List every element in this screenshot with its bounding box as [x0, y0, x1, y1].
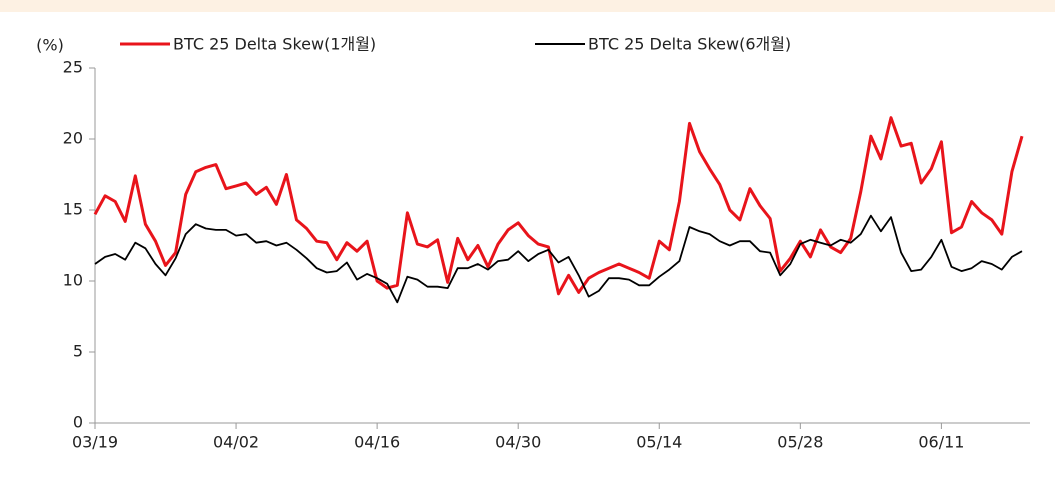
y-tick-label: 0 [73, 413, 83, 432]
legend-label: BTC 25 Delta Skew(6개월) [588, 35, 791, 54]
x-tick-label: 05/14 [636, 433, 682, 452]
y-tick-label: 25 [63, 58, 83, 77]
x-tick-label: 04/30 [495, 433, 541, 452]
series-line [94, 214, 1023, 304]
y-tick-label: 10 [63, 271, 83, 290]
y-tick-label: 15 [63, 200, 83, 219]
legend-label: BTC 25 Delta Skew(1개월) [173, 35, 376, 54]
x-tick-label: 04/16 [354, 433, 400, 452]
x-tick-label: 04/02 [213, 433, 259, 452]
y-tick-label: 5 [73, 342, 83, 361]
x-tick-label: 05/28 [777, 433, 823, 452]
y-tick-label: 20 [63, 129, 83, 148]
series-line [93, 116, 1024, 296]
y-axis-label: (%) [36, 36, 64, 55]
x-tick-label: 03/19 [72, 433, 118, 452]
x-tick-label: 06/11 [918, 433, 964, 452]
top-band [0, 0, 1055, 12]
